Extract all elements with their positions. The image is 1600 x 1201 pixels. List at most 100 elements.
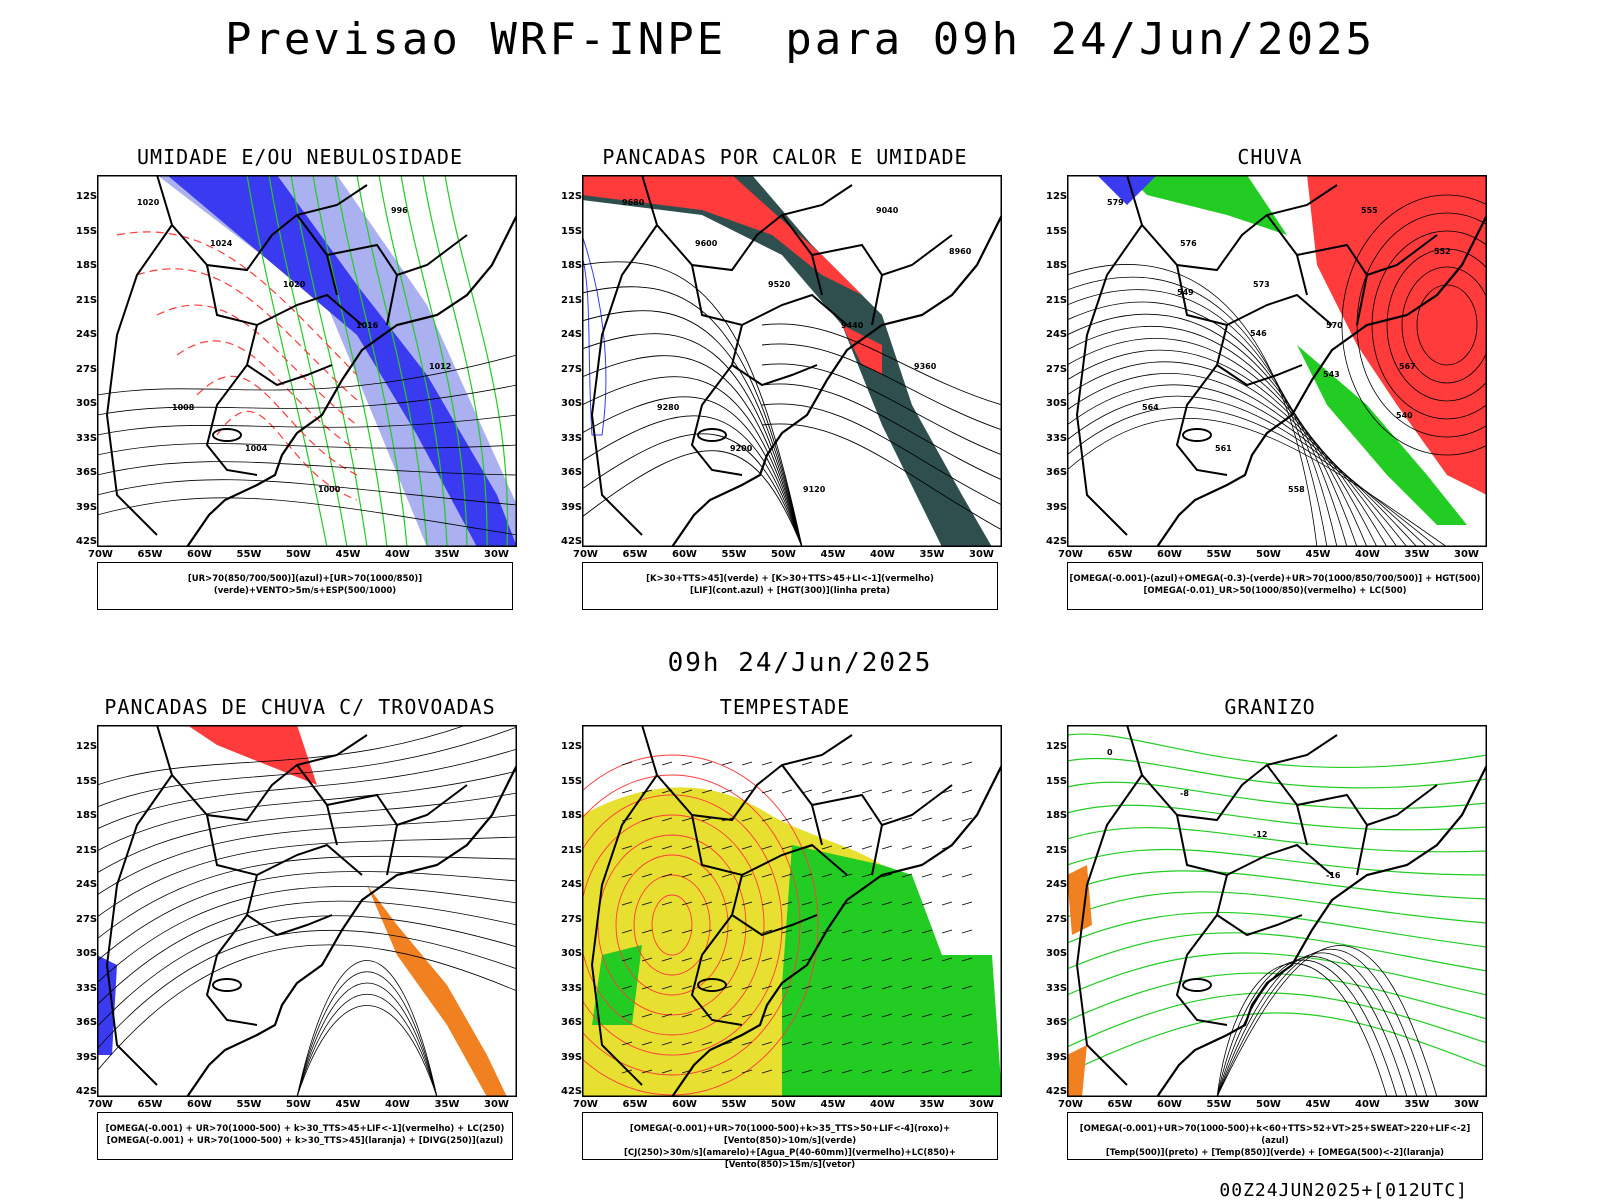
lon-tick-label: 60W <box>187 1099 212 1110</box>
wind-vector <box>821 1069 833 1074</box>
border-line <box>1175 364 1228 476</box>
contour-line <box>1416 284 1478 366</box>
lon-tick-label: 40W <box>870 549 895 560</box>
wind-vector <box>961 761 973 766</box>
wind-streamline <box>334 175 408 547</box>
lat-tick-label: 24S <box>76 329 98 340</box>
lat-tick-label: 36S <box>561 1017 583 1028</box>
wind-vector <box>761 901 773 906</box>
panel-granizo: GRANIZO 0 -8 -12 -16 [OMEGA(-0.001)+UR>70(1… <box>1030 695 1510 1165</box>
wind-vector <box>641 1013 653 1018</box>
border-line <box>1075 774 1143 1086</box>
lon-tick-label: 40W <box>870 1099 895 1110</box>
lon-tick-label: 70W <box>573 549 598 560</box>
contour-line <box>1341 194 1487 456</box>
temperature-850-contour <box>1067 932 1487 972</box>
wind-vector <box>801 761 813 766</box>
wind-vector <box>861 873 873 878</box>
moisture-contour <box>582 774 801 1076</box>
wind-vector <box>761 845 773 850</box>
contour-label: 0 <box>1107 748 1113 757</box>
lon-tick-label: 35W <box>1404 1099 1430 1110</box>
panel-tempestade: TEMPESTADE [OMEGA(-0.001)+UR>70(1000-500… <box>545 695 1025 1170</box>
contour-line <box>97 461 517 476</box>
political-borders <box>97 725 517 1097</box>
lat-tick-label: 24S <box>561 329 583 340</box>
wind-vector <box>701 817 713 822</box>
lat-tick-label: 24S <box>1046 879 1068 890</box>
wind-vector <box>621 1041 633 1046</box>
border-line <box>590 774 658 1086</box>
wind-vector <box>841 929 853 934</box>
temperature-850-contour <box>1067 972 1487 1022</box>
lat-tick-label: 36S <box>1046 467 1068 478</box>
wind-vector <box>901 901 913 906</box>
lat-tick-label: 30S <box>76 948 98 959</box>
field-layer <box>1067 733 1487 1097</box>
wind-vector <box>861 761 873 766</box>
map-canvas <box>582 725 1002 1097</box>
contour-line <box>582 450 803 547</box>
contour-label: 8960 <box>949 247 972 256</box>
map-frame: 0 -8 -12 -16 <box>1067 725 1487 1097</box>
wind-vector <box>741 1069 753 1074</box>
wind-vector <box>661 1069 673 1074</box>
streamline <box>296 971 438 1097</box>
temperature-500-contour <box>1216 952 1418 1097</box>
lat-tick-label: 42S <box>1046 536 1068 547</box>
map-frame-border <box>582 175 1002 547</box>
map-frame: 1020 1024 1020 1016 1012 1008 1004 1000 996 <box>97 175 517 547</box>
wind-vector <box>701 1041 713 1046</box>
contour-label: 996 <box>391 206 408 215</box>
lon-tick-label: 35W <box>434 1099 460 1110</box>
wind-vector <box>621 929 633 934</box>
wind-vector <box>621 873 633 878</box>
wind-vector <box>621 901 633 906</box>
lat-tick-label: 18S <box>76 810 98 821</box>
lat-tick-label: 12S <box>76 741 98 752</box>
wind-vector <box>641 845 653 850</box>
contour-label: 1016 <box>356 321 379 330</box>
temperature-500-contour <box>1216 948 1428 1097</box>
lat-tick-label: 42S <box>1046 1086 1068 1097</box>
wind-vector <box>821 1013 833 1018</box>
wind-vector <box>741 845 753 850</box>
lat-tick-label: 30S <box>561 948 583 959</box>
wind-vector <box>641 1069 653 1074</box>
wind-vector <box>781 789 793 794</box>
moisture-contour <box>615 854 729 996</box>
wind-vector <box>761 985 773 990</box>
wind-vector <box>901 789 913 794</box>
border-line <box>326 254 398 326</box>
lat-tick-label: 27S <box>1046 363 1068 375</box>
map-background <box>1067 725 1487 1097</box>
field-layer <box>97 725 517 1097</box>
lon-tick-label: 60W <box>1157 1099 1182 1110</box>
lat-tick-label: 21S <box>76 294 98 306</box>
lon-tick-label: 55W <box>236 1099 262 1110</box>
rain-area <box>1307 175 1487 495</box>
wind-vector <box>861 985 873 990</box>
wind-vector <box>921 929 933 934</box>
wind-vector <box>721 873 733 878</box>
lat-tick-label: 33S <box>76 432 98 444</box>
wind-vector <box>741 873 753 878</box>
border-line <box>1215 324 1303 387</box>
panel-title: PANCADAS POR CALOR E UMIDADE <box>602 145 968 169</box>
coastline <box>582 725 1002 1097</box>
lat-tick-label: 24S <box>561 879 583 890</box>
wind-vector <box>661 873 673 878</box>
coastline <box>1067 175 1487 547</box>
streamline <box>296 982 438 1097</box>
lat-tick-label: 21S <box>561 294 583 306</box>
wind-vector <box>621 985 633 990</box>
jet-area <box>582 787 781 1097</box>
panel-title: CHUVA <box>1237 145 1303 169</box>
contour-line <box>761 363 1002 456</box>
lon-tick-label: 35W <box>919 1099 945 1110</box>
wind-vector <box>701 789 713 794</box>
lon-tick-label: 30W <box>969 1099 994 1110</box>
wind-vector <box>661 929 673 934</box>
map-canvas: 9680 9600 9520 9440 9360 9280 9200 9120 9040 8960 <box>582 175 1002 547</box>
contour-line <box>1067 373 1408 547</box>
